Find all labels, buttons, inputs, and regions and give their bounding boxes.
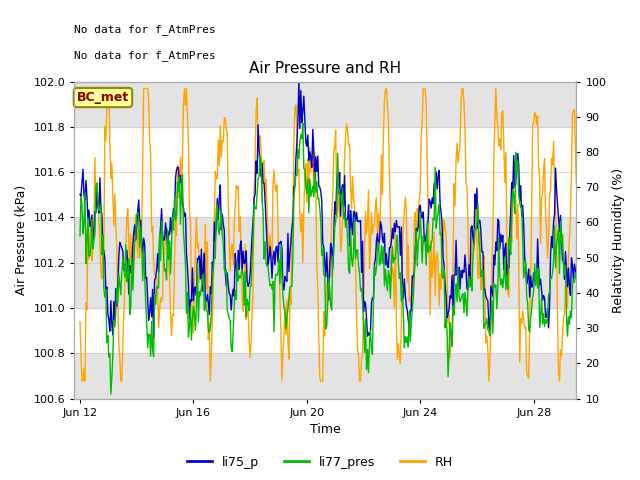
Bar [74,82,577,127]
Y-axis label: Relativity Humidity (%): Relativity Humidity (%) [612,168,625,312]
Bar [74,353,577,398]
Title: Air Pressure and RH: Air Pressure and RH [250,61,401,76]
Bar [74,217,577,308]
Legend: li75_p, li77_pres, RH: li75_p, li77_pres, RH [182,451,458,474]
Y-axis label: Air Pressure (kPa): Air Pressure (kPa) [15,185,28,295]
X-axis label: Time: Time [310,423,340,436]
Text: BC_met: BC_met [77,91,129,104]
Text: No data for f_AtmPres: No data for f_AtmPres [74,24,216,36]
Text: No data for f_AtmPres: No data for f_AtmPres [74,50,216,61]
